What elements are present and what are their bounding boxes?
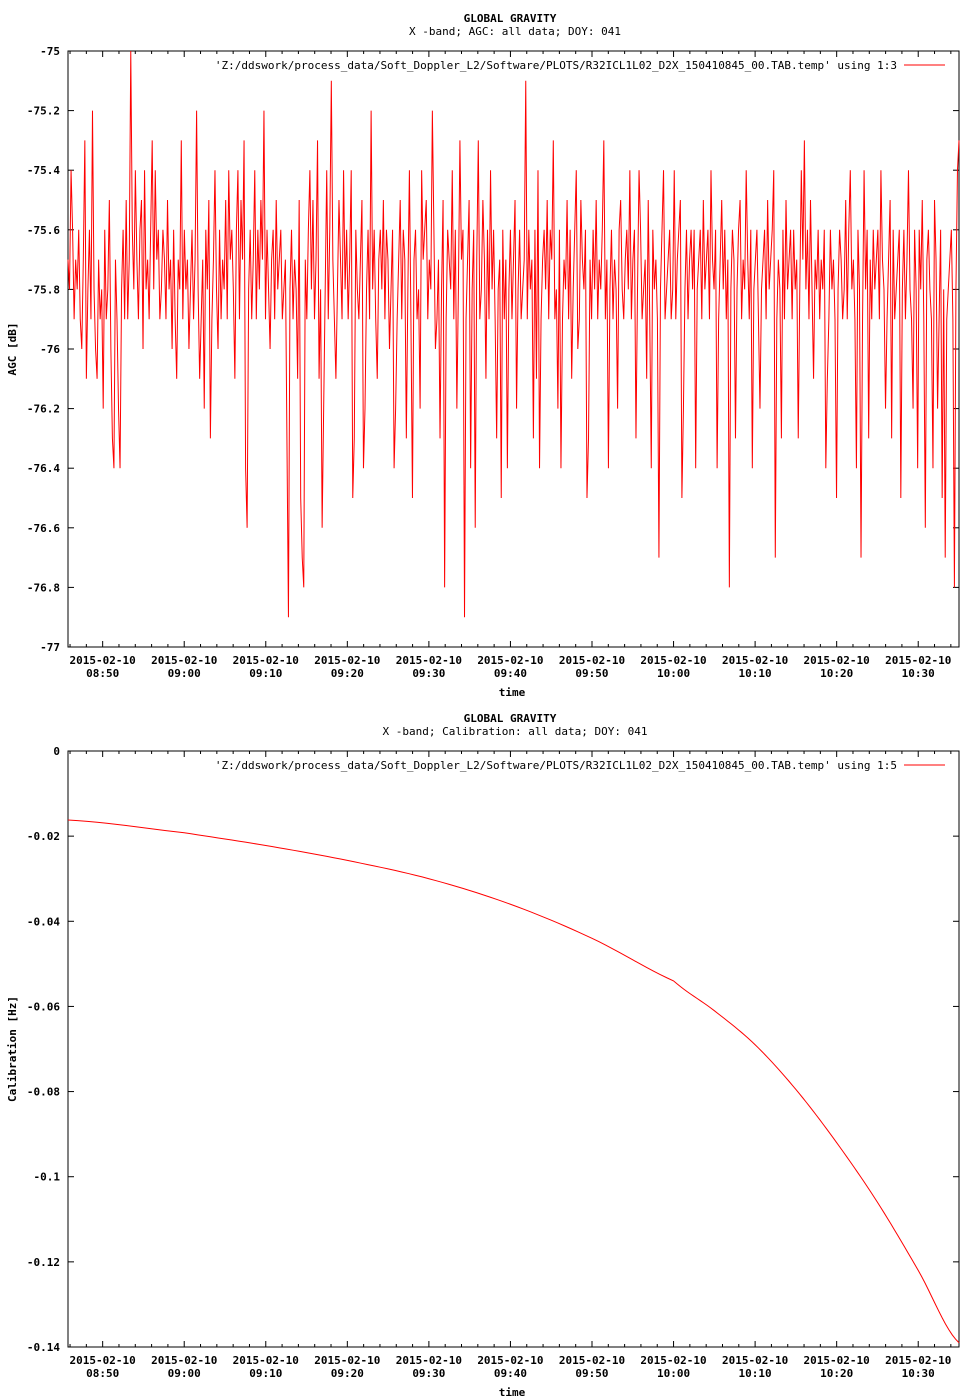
y-tick-label: -75.8 (27, 283, 60, 296)
legend-label: 'Z:/ddswork/process_data/Soft_Doppler_L2… (215, 759, 897, 772)
x-tick-time-label: 10:10 (739, 667, 772, 680)
x-tick-time-label: 10:30 (902, 1367, 935, 1380)
x-tick-date-label: 2015-02-10 (233, 654, 299, 667)
legend-label: 'Z:/ddswork/process_data/Soft_Doppler_L2… (215, 59, 897, 72)
y-tick-label: 0 (53, 745, 60, 758)
y-tick-label: -76.8 (27, 581, 60, 594)
x-axis-ticks: 2015-02-1008:502015-02-1009:002015-02-10… (69, 51, 952, 680)
x-tick-date-label: 2015-02-10 (722, 654, 788, 667)
x-tick-date-label: 2015-02-10 (151, 1354, 217, 1367)
x-axis-ticks: 2015-02-1008:502015-02-1009:002015-02-10… (69, 751, 952, 1380)
x-tick-time-label: 08:50 (86, 667, 119, 680)
x-tick-time-label: 09:40 (494, 1367, 527, 1380)
calibration-series-line (67, 819, 960, 1344)
x-tick-time-label: 09:30 (412, 667, 445, 680)
x-tick-time-label: 09:00 (168, 1367, 201, 1380)
x-tick-date-label: 2015-02-10 (70, 1354, 136, 1367)
chart-title-line2: X -band; AGC: all data; DOY: 041 (409, 25, 621, 38)
x-tick-date-label: 2015-02-10 (477, 1354, 543, 1367)
y-axis-ticks: 0 -0.02 -0.04 -0.06 -0.08 -0.1 -0.12 -0.14 (27, 745, 959, 1354)
x-axis-label: time (499, 1386, 526, 1399)
y-tick-label: -0.04 (27, 915, 60, 928)
chart-title-line1: GLOBAL GRAVITY (464, 12, 557, 25)
x-tick-date-label: 2015-02-10 (314, 1354, 380, 1367)
y-tick-label: -76.2 (27, 403, 60, 416)
y-tick-label: -75.2 (27, 105, 60, 118)
y-tick-label: -0.12 (27, 1256, 60, 1269)
y-tick-label: -76.4 (27, 462, 60, 475)
y-tick-label: -77 (40, 641, 60, 654)
x-tick-time-label: 10:10 (739, 1367, 772, 1380)
x-tick-date-label: 2015-02-10 (885, 1354, 951, 1367)
x-tick-time-label: 10:30 (902, 667, 935, 680)
x-tick-time-label: 09:50 (575, 1367, 608, 1380)
agc-chart: GLOBAL GRAVITY X -band; AGC: all data; D… (6, 12, 960, 699)
y-tick-label: -76 (40, 343, 60, 356)
x-tick-time-label: 09:50 (575, 667, 608, 680)
x-tick-date-label: 2015-02-10 (885, 654, 951, 667)
x-tick-date-label: 2015-02-10 (151, 654, 217, 667)
y-tick-label: -75.6 (27, 224, 60, 237)
x-tick-time-label: 09:30 (412, 1367, 445, 1380)
y-tick-label: -0.08 (27, 1086, 60, 1099)
x-tick-date-label: 2015-02-10 (722, 1354, 788, 1367)
x-tick-date-label: 2015-02-10 (804, 1354, 870, 1367)
x-tick-date-label: 2015-02-10 (559, 654, 625, 667)
y-tick-label: -0.02 (27, 830, 60, 843)
x-tick-time-label: 08:50 (86, 1367, 119, 1380)
x-tick-date-label: 2015-02-10 (314, 654, 380, 667)
y-axis-label: AGC [dB] (6, 323, 19, 376)
y-tick-label: -0.1 (34, 1171, 61, 1184)
plot-area-border (67, 750, 960, 1348)
x-tick-time-label: 10:20 (820, 667, 853, 680)
x-tick-date-label: 2015-02-10 (70, 654, 136, 667)
x-tick-time-label: 09:40 (494, 667, 527, 680)
y-tick-label: -0.14 (27, 1341, 60, 1354)
y-tick-label: -75 (40, 45, 60, 58)
x-tick-time-label: 09:20 (331, 1367, 364, 1380)
chart-title-line1: GLOBAL GRAVITY (464, 712, 557, 725)
x-tick-date-label: 2015-02-10 (559, 1354, 625, 1367)
x-tick-date-label: 2015-02-10 (640, 654, 706, 667)
x-tick-time-label: 09:00 (168, 667, 201, 680)
x-axis-label: time (499, 686, 526, 699)
x-tick-time-label: 09:10 (249, 667, 282, 680)
x-tick-time-label: 10:20 (820, 1367, 853, 1380)
calibration-chart: GLOBAL GRAVITY X -band; Calibration: all… (6, 712, 960, 1399)
x-tick-date-label: 2015-02-10 (396, 654, 462, 667)
agc-series-line (67, 50, 960, 618)
y-tick-label: -76.6 (27, 522, 60, 535)
y-axis-ticks: -75 -75.2 -75.4 -75.6 -75.8 -76 -76.2 -76.4 -76.… (27, 45, 959, 654)
y-axis-label: Calibration [Hz] (6, 996, 19, 1102)
x-tick-date-label: 2015-02-10 (233, 1354, 299, 1367)
x-tick-time-label: 10:00 (657, 1367, 690, 1380)
x-tick-date-label: 2015-02-10 (804, 654, 870, 667)
x-tick-date-label: 2015-02-10 (396, 1354, 462, 1367)
y-tick-label: -75.4 (27, 164, 60, 177)
x-tick-date-label: 2015-02-10 (640, 1354, 706, 1367)
x-tick-time-label: 10:00 (657, 667, 690, 680)
y-tick-label: -0.06 (27, 1000, 60, 1013)
x-tick-time-label: 09:20 (331, 667, 364, 680)
chart-title-line2: X -band; Calibration: all data; DOY: 041 (383, 725, 648, 738)
x-tick-time-label: 09:10 (249, 1367, 282, 1380)
x-tick-date-label: 2015-02-10 (477, 654, 543, 667)
